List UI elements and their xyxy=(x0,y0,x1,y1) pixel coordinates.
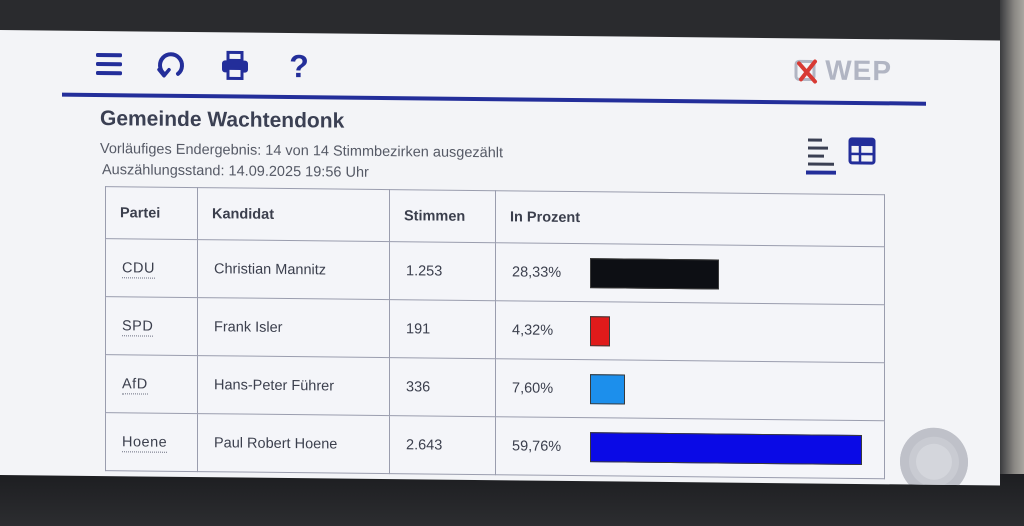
help-icon[interactable]: ? xyxy=(289,48,309,85)
printer-icon[interactable] xyxy=(218,48,252,82)
percent-cell: 28,33% xyxy=(495,242,885,305)
party-abbr[interactable]: Hoene xyxy=(122,433,168,453)
votes-cell: 336 xyxy=(389,357,496,417)
percent-label: 7,60% xyxy=(512,379,554,397)
party-abbr[interactable]: CDU xyxy=(122,259,155,279)
menu-icon[interactable] xyxy=(92,47,126,81)
list-view-icon[interactable] xyxy=(806,136,836,175)
header-votes: Stimmen xyxy=(389,189,496,243)
percent-bar xyxy=(590,316,610,347)
votes-cell: 1.253 xyxy=(389,241,496,301)
party-cell[interactable]: Hoene xyxy=(105,412,198,472)
percent-label: 4,32% xyxy=(512,321,554,339)
floating-action-button[interactable] xyxy=(900,427,968,486)
party-cell[interactable]: SPD xyxy=(105,296,198,356)
header-candidate: Kandidat xyxy=(197,187,390,242)
table-row: CDU Christian Mannitz 1.253 28,33% xyxy=(105,238,885,305)
candidate-cell: Christian Mannitz xyxy=(197,239,390,300)
election-results-screen: ? WEP Gemeinde Wachtendonk Vorläufiges E… xyxy=(0,30,1000,486)
results-table: Partei Kandidat Stimmen In Prozent CDU C… xyxy=(105,186,885,480)
logo-text: WEP xyxy=(825,54,892,87)
votes-cell: 191 xyxy=(389,299,496,359)
party-abbr[interactable]: SPD xyxy=(122,317,154,337)
table-row: SPD Frank Isler 191 4,32% xyxy=(105,296,885,363)
header-percent: In Prozent xyxy=(495,190,885,247)
party-abbr[interactable]: AfD xyxy=(122,375,148,395)
wep-logo: WEP xyxy=(793,54,892,87)
percent-label: 28,33% xyxy=(512,263,562,281)
votes-cell: 2.643 xyxy=(389,415,496,475)
table-header-row: Partei Kandidat Stimmen In Prozent xyxy=(105,186,885,247)
count-timestamp: Auszählungsstand: 14.09.2025 19:56 Uhr xyxy=(102,162,369,181)
party-cell[interactable]: AfD xyxy=(105,354,198,414)
candidate-cell: Hans-Peter Führer xyxy=(197,355,390,416)
ballot-check-icon xyxy=(794,59,818,84)
header-party: Partei xyxy=(105,186,198,240)
candidate-cell: Paul Robert Hoene xyxy=(197,413,390,474)
table-row: Hoene Paul Robert Hoene 2.643 59,76% xyxy=(105,412,885,479)
percent-label: 59,76% xyxy=(512,437,562,455)
percent-cell: 59,76% xyxy=(495,416,885,479)
monitor-bezel-right xyxy=(1000,0,1024,526)
table-row: AfD Hans-Peter Führer 336 7,60% xyxy=(105,354,885,421)
candidate-cell: Frank Isler xyxy=(197,297,390,358)
percent-cell: 7,60% xyxy=(495,358,885,421)
page-title: Gemeinde Wachtendonk xyxy=(100,107,345,133)
percent-bar xyxy=(590,258,719,290)
percent-bar xyxy=(590,432,862,466)
result-status: Vorläufiges Endergebnis: 14 von 14 Stimm… xyxy=(100,141,504,162)
percent-bar xyxy=(590,374,625,405)
party-cell[interactable]: CDU xyxy=(105,238,198,298)
refresh-icon[interactable] xyxy=(154,48,188,82)
percent-cell: 4,32% xyxy=(495,300,885,363)
table-view-icon[interactable] xyxy=(848,137,876,165)
toolbar: ? WEP xyxy=(0,30,1000,102)
